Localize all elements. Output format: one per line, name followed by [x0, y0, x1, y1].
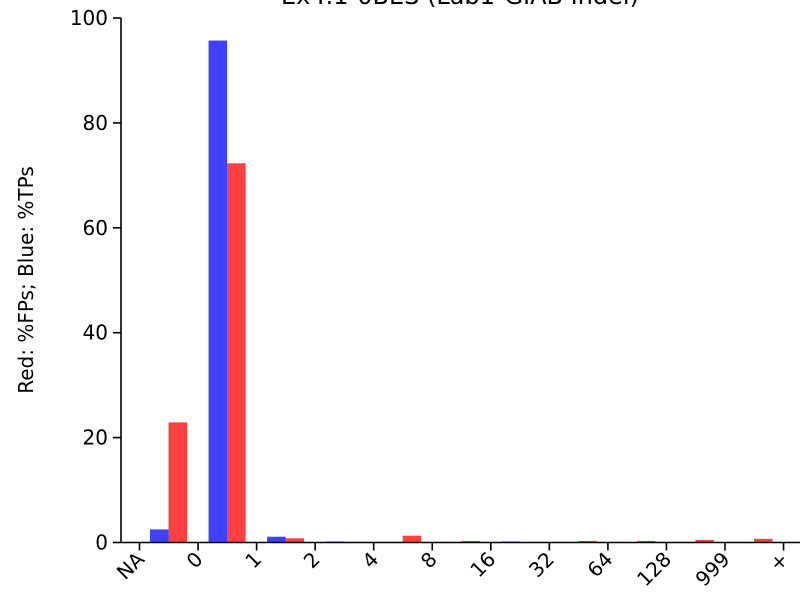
- bar-fps-1: [285, 538, 305, 543]
- y-tick-label: 20: [83, 426, 108, 450]
- x-tick-label: 0: [182, 547, 208, 573]
- x-tick-label: 4: [357, 547, 383, 573]
- bar-fps-999: [754, 538, 773, 543]
- bar-tps-0: [208, 40, 228, 543]
- bar-tps-1: [267, 536, 286, 543]
- x-tick-label: 2: [299, 547, 325, 573]
- x-tick-label: 16: [465, 547, 500, 582]
- bar-tps-NA: [150, 529, 169, 543]
- y-axis-label: Red: %FPs; Blue: %TPs: [14, 166, 38, 394]
- bar-fps-4: [402, 535, 422, 543]
- x-tick-label: 999: [691, 547, 735, 591]
- y-ticks: 0 20 40 60 80 100: [70, 6, 121, 555]
- bar-fps-0: [227, 163, 246, 543]
- y-tick-label: 80: [83, 111, 108, 135]
- x-tick-label: 8: [416, 547, 442, 573]
- bar-fps-NA: [168, 422, 187, 543]
- bar-fps-128: [695, 539, 714, 543]
- x-tick-label: 128: [632, 547, 676, 591]
- y-tick-label: 60: [83, 216, 108, 240]
- x-tick-label: 32: [524, 547, 559, 582]
- x-ticks: NA 0 1 2 4 8 16 32 64 128 999 +: [112, 542, 793, 591]
- x-tick-label: +: [764, 547, 793, 576]
- y-tick-label: 40: [83, 321, 108, 345]
- chart-title: Ex4.1-0BES (Lab1-GIAB Indel): [281, 0, 639, 10]
- y-tick-label: 0: [95, 531, 108, 555]
- x-tick-label: 1: [240, 547, 266, 573]
- x-tick-label: NA: [112, 547, 149, 584]
- y-tick-label: 100: [70, 6, 108, 30]
- x-tick-label: 64: [582, 547, 617, 582]
- bars-layer: [150, 40, 773, 543]
